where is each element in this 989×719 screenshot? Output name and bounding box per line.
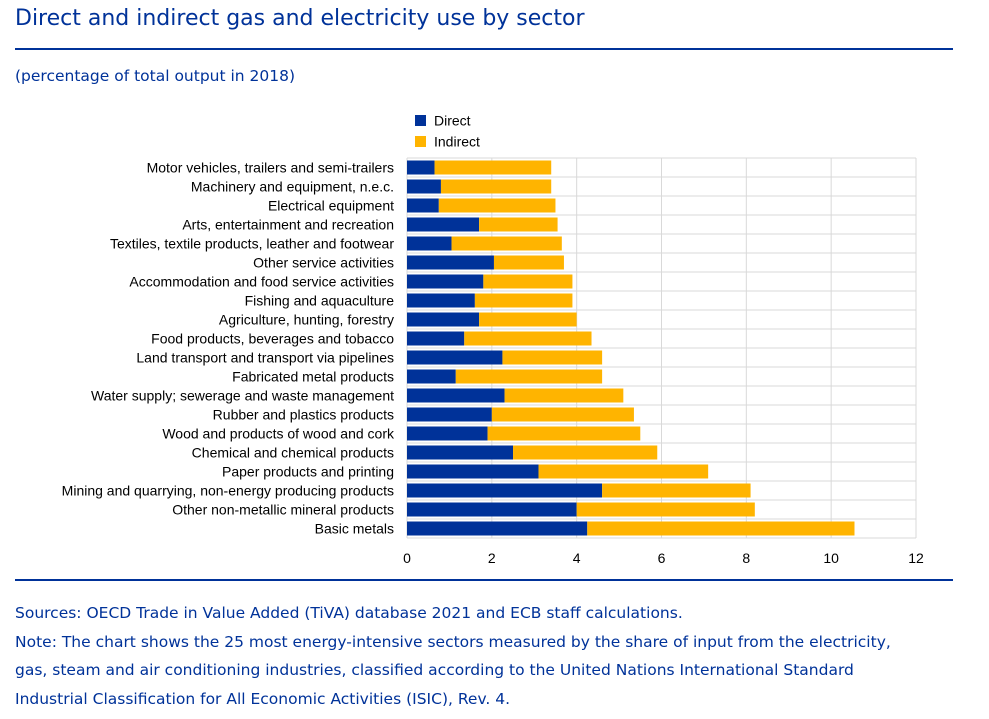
category-label: Textiles, textile products, leather and … (110, 236, 394, 252)
bar-direct-17 (407, 464, 539, 479)
bar-direct-12 (407, 369, 456, 384)
x-axis-ticks: 0 2 4 6 8 10 12 (403, 550, 924, 566)
bar-indirect-6 (493, 255, 564, 270)
category-label: Other service activities (253, 255, 394, 271)
bar-direct-5 (407, 236, 452, 251)
legend-swatch-direct (415, 115, 426, 126)
x-tick-label: 4 (573, 550, 581, 566)
category-label: Rubber and plastics products (213, 407, 394, 423)
bar-direct-19 (407, 502, 577, 517)
category-label: Basic metals (315, 521, 394, 537)
category-label: Chemical and chemical products (192, 445, 394, 461)
category-label: Fabricated metal products (232, 369, 394, 385)
legend-label-direct: Direct (434, 113, 471, 129)
note-line-1: Note: The chart shows the 25 most energy… (15, 632, 891, 651)
category-label: Water supply; sewerage and waste managem… (91, 388, 394, 404)
bar-indirect-12 (455, 369, 603, 384)
category-label: Land transport and transport via pipelin… (136, 350, 394, 366)
sources-text: Sources: OECD Trade in Value Added (TiVA… (15, 604, 683, 622)
bar-indirect-9 (479, 312, 577, 327)
chart-footer: Sources: OECD Trade in Value Added (TiVA… (15, 599, 975, 713)
bar-indirect-15 (487, 426, 641, 441)
x-tick-label: 10 (823, 550, 839, 566)
bar-direct-18 (407, 483, 603, 498)
chart-subtitle: (percentage of total output in 2018) (15, 67, 296, 85)
bar-indirect-20 (587, 521, 855, 536)
category-label: Fishing and aquaculture (245, 293, 395, 309)
chart-legend: Direct Indirect (415, 113, 480, 150)
x-tick-label: 0 (403, 550, 411, 566)
bar-direct-9 (407, 312, 480, 327)
note-line-3: Industrial Classification for All Econom… (15, 689, 511, 708)
title-divider (15, 48, 953, 50)
bar-direct-20 (407, 521, 588, 536)
chart-title: Direct and indirect gas and electricity … (15, 6, 585, 31)
category-label: Electrical equipment (268, 198, 394, 214)
category-label: Food products, beverages and tobacco (151, 331, 394, 347)
bar-indirect-14 (491, 407, 634, 422)
bar-direct-6 (407, 255, 494, 270)
category-labels: Motor vehicles, trailers and semi-traile… (62, 160, 395, 537)
bar-indirect-10 (464, 331, 592, 346)
bar-indirect-5 (451, 236, 562, 251)
bar-indirect-13 (504, 388, 624, 403)
x-tick-label: 2 (488, 550, 496, 566)
bar-indirect-2 (440, 179, 552, 194)
category-label: Motor vehicles, trailers and semi-traile… (147, 160, 394, 176)
category-label: Wood and products of wood and cork (162, 426, 395, 442)
bar-direct-1 (407, 160, 435, 175)
legend-label-indirect: Indirect (434, 134, 480, 150)
category-label: Other non-metallic mineral products (172, 502, 394, 518)
bar-indirect-7 (483, 274, 573, 289)
bar-chart: Direct Indirect Motor vehicles, trailers… (62, 113, 924, 567)
category-label: Paper products and printing (222, 464, 394, 480)
category-label: Accommodation and food service activitie… (129, 274, 394, 290)
category-label: Arts, entertainment and recreation (182, 217, 394, 233)
bar-direct-10 (407, 331, 465, 346)
bar-indirect-3 (438, 198, 556, 213)
x-tick-label: 6 (658, 550, 666, 566)
x-tick-label: 8 (742, 550, 750, 566)
bar-direct-15 (407, 426, 488, 441)
bar-indirect-8 (474, 293, 573, 308)
legend-swatch-indirect (415, 136, 426, 147)
bar-direct-11 (407, 350, 503, 365)
bar-indirect-18 (602, 483, 751, 498)
bar-direct-14 (407, 407, 492, 422)
footer-divider (15, 579, 953, 581)
bar-indirect-11 (502, 350, 603, 365)
bar-direct-13 (407, 388, 505, 403)
bar-direct-8 (407, 293, 475, 308)
bar-direct-7 (407, 274, 484, 289)
bar-indirect-4 (479, 217, 558, 232)
bar-direct-16 (407, 445, 514, 460)
bar-direct-2 (407, 179, 441, 194)
category-label: Agriculture, hunting, forestry (219, 312, 394, 328)
bar-direct-4 (407, 217, 480, 232)
x-tick-label: 12 (908, 550, 924, 566)
category-label: Machinery and equipment, n.e.c. (191, 179, 394, 195)
category-label: Mining and quarrying, non-energy produci… (62, 483, 394, 499)
bar-direct-3 (407, 198, 439, 213)
bar-indirect-19 (576, 502, 755, 517)
bar-indirect-1 (434, 160, 552, 175)
gridlines (406, 157, 917, 539)
bar-indirect-16 (513, 445, 658, 460)
note-line-2: gas, steam and air conditioning industri… (15, 661, 854, 679)
bar-indirect-17 (538, 464, 709, 479)
bars (407, 160, 855, 536)
